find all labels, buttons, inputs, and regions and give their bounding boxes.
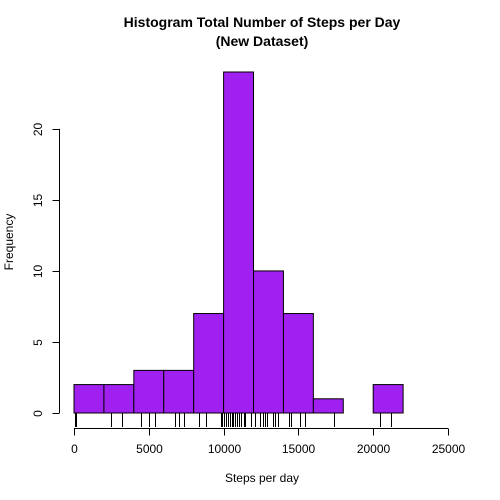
histogram-bar [133,369,165,414]
y-axis-label: Frequency [2,214,16,271]
rug-marks [75,413,392,427]
histogram-bar [163,369,195,414]
chart-title: Histogram Total Number of Steps per Day [124,14,401,30]
y-tick-label: 10 [31,265,45,279]
histogram-bar [312,398,344,414]
histogram-bar [73,384,105,414]
x-tick-label: 15000 [282,442,316,456]
x-tick-label: 25000 [432,442,466,456]
histogram-bars [73,71,404,414]
x-tick-label: 20000 [357,442,391,456]
y-axis: 0 5 10 15 20 [31,123,60,417]
histogram-bar [103,384,135,414]
histogram-bar [253,270,284,414]
histogram-bar [193,313,225,414]
histogram-bar [223,71,255,414]
histogram-bar [372,384,404,414]
y-tick-label: 15 [31,194,45,208]
x-tick-label: 0 [71,442,78,456]
y-tick-label: 20 [31,123,45,137]
x-tick-label: 10000 [208,442,242,456]
y-tick-label: 0 [31,410,45,417]
histogram-bar [282,313,314,414]
x-tick-label: 5000 [136,442,163,456]
x-axis-label: Steps per day [225,471,299,485]
y-tick-label: 5 [31,339,45,346]
chart-subtitle: (New Dataset) [216,33,309,49]
x-axis: 0 5000 10000 15000 20000 25000 [71,428,466,456]
